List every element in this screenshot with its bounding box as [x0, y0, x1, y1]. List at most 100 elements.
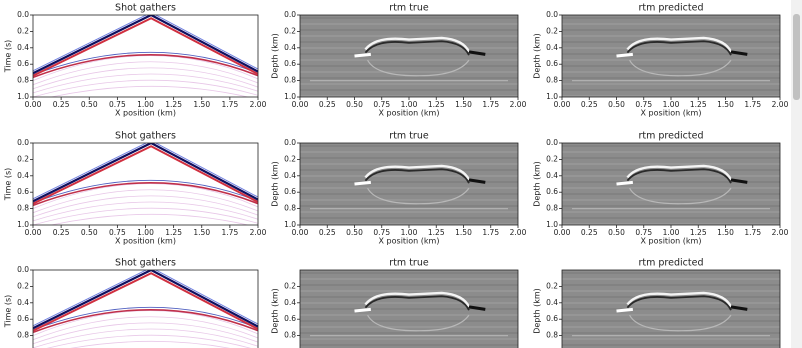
reflection	[33, 181, 258, 207]
x-tick-label: 0.00	[292, 228, 309, 237]
x-tick-label: 1.75	[482, 228, 499, 237]
body-base	[367, 187, 470, 205]
panel-image	[300, 15, 518, 97]
faint-event	[33, 79, 258, 97]
y-tick-label: 0.4	[546, 298, 558, 307]
y-tick-label: 0.6	[17, 187, 29, 196]
x-tick-label: 1.00	[401, 228, 418, 237]
x-tick-label: 2.00	[510, 228, 527, 237]
faint-event	[33, 73, 258, 94]
y-tick-label: 0.2	[17, 281, 29, 290]
flank-right	[730, 50, 748, 56]
y-tick-label: 0.6	[546, 59, 558, 68]
direct-wave-red	[33, 145, 258, 205]
x-tick-label: 0.25	[53, 100, 70, 109]
flank-left	[616, 52, 633, 58]
reflection	[33, 53, 258, 79]
x-tick-label: 0.25	[581, 100, 598, 109]
direct-wave	[33, 143, 258, 203]
faint-event	[33, 183, 258, 209]
body-shadow	[626, 295, 732, 311]
direct-wave	[33, 15, 258, 75]
body-top	[364, 164, 471, 181]
body-shadow	[626, 40, 732, 56]
y-tick-label: 0.8	[284, 204, 296, 213]
y-axis-label: Time (s)	[4, 295, 13, 329]
y-tick-label: 1.0	[17, 220, 29, 229]
scrollbar-track	[791, 0, 802, 348]
x-tick-label: 1.00	[401, 100, 418, 109]
x-tick-label: 0.75	[109, 100, 126, 109]
x-tick-label: 0.75	[635, 228, 652, 237]
y-tick-label: 0.8	[17, 76, 29, 85]
scrollbar-thumb[interactable]	[793, 14, 800, 100]
faint-event	[33, 61, 258, 86]
x-tick-label: 0.50	[346, 100, 363, 109]
flank-left	[354, 180, 371, 186]
faint-event	[70, 340, 231, 348]
body-base	[629, 314, 732, 332]
x-tick-label: 1.25	[428, 228, 445, 237]
y-axis-label: Depth (km)	[271, 33, 280, 79]
body-base	[629, 59, 732, 77]
y-tick-label: 0.6	[284, 314, 296, 323]
panel-image	[300, 270, 518, 348]
plot-frame	[299, 269, 519, 348]
x-tick-label: 1.00	[137, 228, 154, 237]
y-tick-label: 0.4	[17, 43, 29, 52]
x-tick-label: 0.50	[608, 228, 625, 237]
x-tick-label: 1.50	[193, 100, 210, 109]
y-tick-label: 0.6	[17, 59, 29, 68]
faint-event	[33, 322, 258, 345]
x-tick-label: 1.00	[663, 100, 680, 109]
x-tick-label: 2.00	[250, 228, 267, 237]
faint-event	[33, 310, 258, 336]
y-tick-label: 0.6	[284, 187, 296, 196]
y-tick-label: 0.0	[17, 10, 29, 19]
x-tick-label: 1.00	[663, 228, 680, 237]
panel-title: rtm true	[389, 3, 429, 14]
x-tick-label: 0.25	[581, 228, 598, 237]
x-axis-label: X position (km)	[115, 109, 176, 118]
y-tick-label: 0.4	[284, 171, 296, 180]
y-axis-label: Depth (km)	[271, 288, 280, 334]
body-base	[629, 187, 732, 205]
body-base	[367, 314, 470, 332]
flank-left	[354, 307, 371, 313]
x-tick-label: 0.00	[25, 228, 42, 237]
body-top	[364, 36, 471, 53]
y-tick-label: 0.8	[284, 331, 296, 340]
flank-right	[730, 305, 748, 311]
y-tick-label: 0.2	[17, 26, 29, 35]
body-shadow	[626, 168, 732, 184]
y-tick-label: 0.2	[546, 281, 558, 290]
panel-title: rtm predicted	[639, 131, 704, 142]
body-shadow	[364, 40, 470, 56]
x-tick-label: 0.50	[81, 100, 98, 109]
y-tick-label: 0.0	[546, 138, 558, 147]
panel-image	[300, 143, 518, 225]
y-axis-label: Depth (km)	[533, 288, 542, 334]
x-tick-label: 1.25	[165, 100, 182, 109]
reflection-blue	[33, 179, 258, 204]
x-tick-label: 0.50	[346, 228, 363, 237]
x-tick-label: 0.75	[373, 100, 390, 109]
x-tick-label: 0.25	[53, 228, 70, 237]
flank-right	[468, 50, 486, 56]
y-tick-label: 0.0	[17, 138, 29, 147]
faint-event	[33, 67, 258, 90]
y-tick-label: 0.2	[284, 281, 296, 290]
x-tick-label: 0.50	[608, 100, 625, 109]
flank-right	[468, 305, 486, 311]
faint-event	[49, 213, 250, 225]
reflection-blue	[33, 51, 258, 76]
y-tick-label: 1.0	[284, 92, 296, 101]
x-tick-label: 0.75	[635, 100, 652, 109]
x-tick-label: 0.00	[292, 100, 309, 109]
x-axis-label: X position (km)	[641, 237, 702, 246]
body-top	[626, 291, 733, 308]
x-tick-label: 0.00	[25, 100, 42, 109]
y-tick-label: 0.8	[546, 76, 558, 85]
direct-wave-light	[33, 143, 258, 200]
body-top	[626, 164, 733, 181]
